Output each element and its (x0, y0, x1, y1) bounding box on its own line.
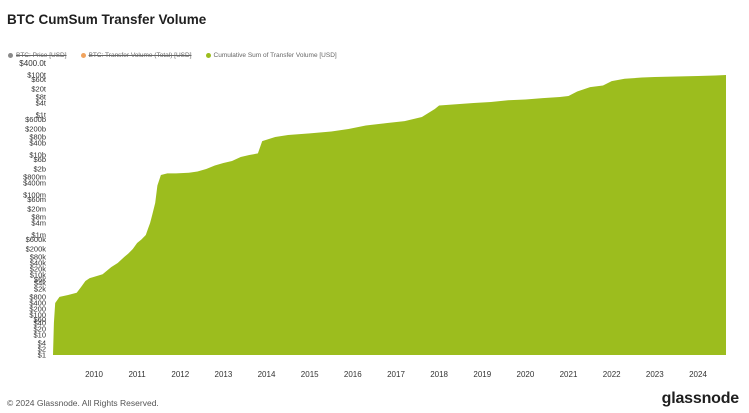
y-tick-label: $20 (33, 325, 46, 334)
x-tick-label: 2021 (560, 370, 578, 379)
x-tick-label: 2022 (603, 370, 621, 379)
y-tick-label: $10k (30, 271, 47, 280)
x-tick-label: 2014 (258, 370, 276, 379)
y-tick-label: $2 (38, 345, 46, 354)
y-tick-label: $1t (36, 111, 47, 120)
x-tick-label: 2023 (646, 370, 664, 379)
y-tick-label: $4 (38, 339, 46, 348)
y-axis-top-label: $400.0t (19, 59, 46, 68)
legend-item-transfer-volume[interactable]: BTC: Transfer Volume (Total) [USD] (80, 52, 192, 59)
y-tick-label: $40b (29, 139, 46, 148)
y-tick-label: $40 (33, 319, 46, 328)
y-tick-label: $1m (31, 231, 46, 240)
y-tick-label: $6k (34, 275, 46, 284)
y-tick-label: $20k (30, 265, 47, 274)
x-tick-label: 2011 (128, 370, 146, 379)
y-tick-label: $2b (33, 165, 46, 174)
legend-item-price[interactable]: BTC: Price [USD] (8, 52, 67, 59)
legend-label: Cumulative Sum of Transfer Volume [USD] (213, 52, 337, 59)
y-tick-label: $400 (29, 299, 46, 308)
x-tick-label: 2020 (517, 370, 535, 379)
y-tick-label: $40k (30, 259, 47, 268)
y-tick-label: $60 (33, 315, 46, 324)
x-tick-label: 2024 (689, 370, 707, 379)
legend-label: BTC: Transfer Volume (Total) [USD] (88, 52, 192, 59)
x-tick-label: 2019 (473, 370, 491, 379)
y-tick-label: $10b (29, 151, 46, 160)
series-area-cumulative-sum (53, 75, 726, 355)
x-tick-label: 2013 (215, 370, 233, 379)
y-tick-label: $200k (26, 245, 47, 254)
glassnode-logo: glassnode (661, 390, 740, 407)
y-tick-label: $10 (33, 331, 46, 340)
y-tick-label: $8t (36, 93, 47, 102)
y-tick-label: $20m (27, 205, 46, 214)
copyright-text: © 2024 Glassnode. All Rights Reserved. (7, 398, 159, 408)
y-tick-label: $600k (26, 235, 47, 244)
y-tick-label: $600b (25, 115, 46, 124)
y-tick-label: $4t (36, 99, 47, 108)
y-tick-label: $4k (34, 279, 46, 288)
y-tick-label: $60t (31, 75, 47, 84)
y-tick-label: $200 (29, 305, 46, 314)
legend-dot-icon (8, 53, 13, 58)
legend-label: BTC: Price [USD] (16, 52, 67, 59)
y-tick-label: $80b (29, 133, 46, 142)
y-tick-label: $800m (23, 173, 46, 182)
y-tick-label: $6b (33, 155, 46, 164)
x-tick-label: 2015 (301, 370, 319, 379)
y-tick-label: $100 (29, 311, 46, 320)
y-tick-label: $60m (27, 195, 46, 204)
chart-title: BTC CumSum Transfer Volume (7, 12, 207, 27)
y-tick-label: $400m (23, 179, 46, 188)
x-tick-label: 2018 (430, 370, 448, 379)
y-tick-label: $1 (38, 351, 46, 360)
legend-item-cumulative-sum[interactable]: Cumulative Sum of Transfer Volume [USD] (205, 52, 337, 59)
y-tick-label: $8m (31, 213, 46, 222)
x-tick-label: 2017 (387, 370, 405, 379)
y-tick-label: $100m (23, 191, 46, 200)
x-tick-label: 2012 (171, 370, 189, 379)
chart-legend: BTC: Price [USD] BTC: Transfer Volume (T… (8, 52, 337, 59)
y-tick-label: $100t (27, 71, 47, 80)
y-tick-label: $200b (25, 125, 46, 134)
legend-dot-icon (80, 53, 86, 58)
y-tick-label: $800 (29, 292, 46, 301)
legend-dot-icon (205, 53, 211, 58)
y-tick-label: $4m (31, 219, 46, 228)
x-tick-label: 2016 (344, 370, 362, 379)
x-tick-label: 2010 (85, 370, 103, 379)
y-tick-label: $2k (34, 285, 46, 294)
y-tick-label: $20t (31, 85, 47, 94)
y-tick-label: $80k (30, 253, 47, 262)
